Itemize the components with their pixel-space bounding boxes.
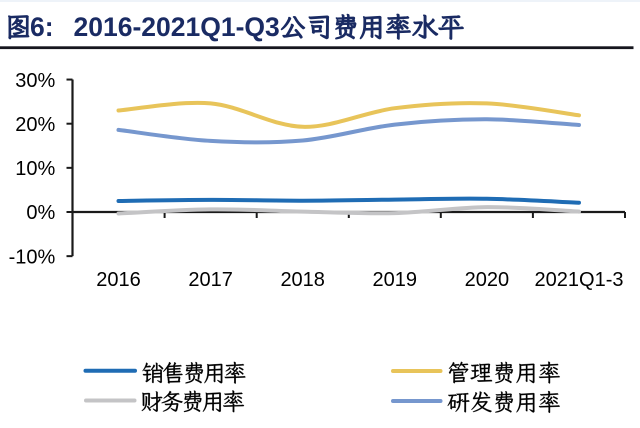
- svg-text:2016-2021Q1-Q3: 2016-2021Q1-Q3: [74, 12, 280, 42]
- svg-text:2021Q1-3: 2021Q1-3: [535, 269, 624, 291]
- svg-text:10%: 10%: [15, 158, 55, 180]
- svg-text:2017: 2017: [188, 269, 233, 291]
- svg-text:-10%: -10%: [9, 246, 56, 268]
- svg-text:6:: 6:: [30, 12, 54, 42]
- svg-text:2016: 2016: [96, 269, 141, 291]
- svg-text:0%: 0%: [26, 202, 55, 224]
- svg-text:20%: 20%: [15, 114, 55, 136]
- svg-text:2018: 2018: [280, 269, 325, 291]
- svg-text:30%: 30%: [15, 70, 55, 92]
- svg-text:2020: 2020: [465, 269, 510, 291]
- svg-text:2019: 2019: [373, 269, 418, 291]
